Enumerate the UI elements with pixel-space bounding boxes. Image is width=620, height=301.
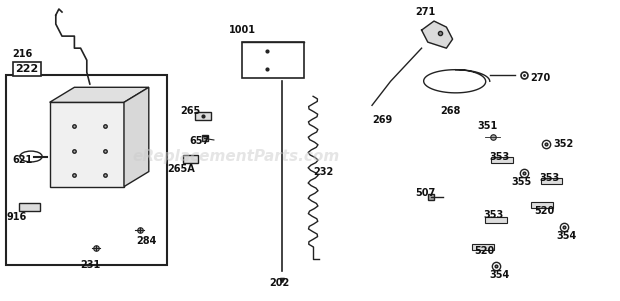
Text: 284: 284 xyxy=(136,236,157,246)
Text: 216: 216 xyxy=(12,49,33,59)
Text: 232: 232 xyxy=(313,166,334,177)
Bar xyxy=(472,244,494,250)
Text: 354: 354 xyxy=(557,231,577,241)
Text: 269: 269 xyxy=(372,115,392,126)
Text: 231: 231 xyxy=(81,260,101,270)
Text: 270: 270 xyxy=(530,73,551,83)
Text: 202: 202 xyxy=(270,278,290,288)
Text: 353: 353 xyxy=(490,151,510,162)
Bar xyxy=(242,42,304,78)
Text: 265A: 265A xyxy=(167,163,195,174)
Text: 271: 271 xyxy=(415,7,436,17)
Text: 353: 353 xyxy=(539,172,560,183)
Text: 916: 916 xyxy=(6,212,27,222)
Text: 222: 222 xyxy=(16,64,38,74)
Bar xyxy=(531,202,553,208)
Text: 520: 520 xyxy=(474,246,495,256)
Text: 507: 507 xyxy=(415,188,436,198)
Polygon shape xyxy=(50,87,149,102)
Text: 657: 657 xyxy=(189,136,210,147)
Text: 355: 355 xyxy=(512,177,532,187)
Text: 352: 352 xyxy=(554,139,574,150)
Text: 354: 354 xyxy=(490,270,510,281)
Polygon shape xyxy=(124,87,149,187)
Text: 520: 520 xyxy=(534,206,555,216)
Polygon shape xyxy=(422,21,453,48)
Bar xyxy=(541,178,562,184)
Bar xyxy=(491,157,513,163)
Polygon shape xyxy=(50,102,124,187)
Text: 1001: 1001 xyxy=(229,25,257,35)
Bar xyxy=(19,203,40,211)
Text: 621: 621 xyxy=(12,154,33,165)
Text: eReplacementParts.com: eReplacementParts.com xyxy=(132,149,339,164)
Text: 353: 353 xyxy=(484,210,504,220)
Text: 268: 268 xyxy=(440,106,461,116)
Bar xyxy=(485,217,507,223)
Bar xyxy=(183,155,198,163)
Text: 265: 265 xyxy=(180,106,200,116)
Bar xyxy=(195,112,211,120)
Bar xyxy=(6,75,167,265)
Text: 351: 351 xyxy=(477,121,498,132)
